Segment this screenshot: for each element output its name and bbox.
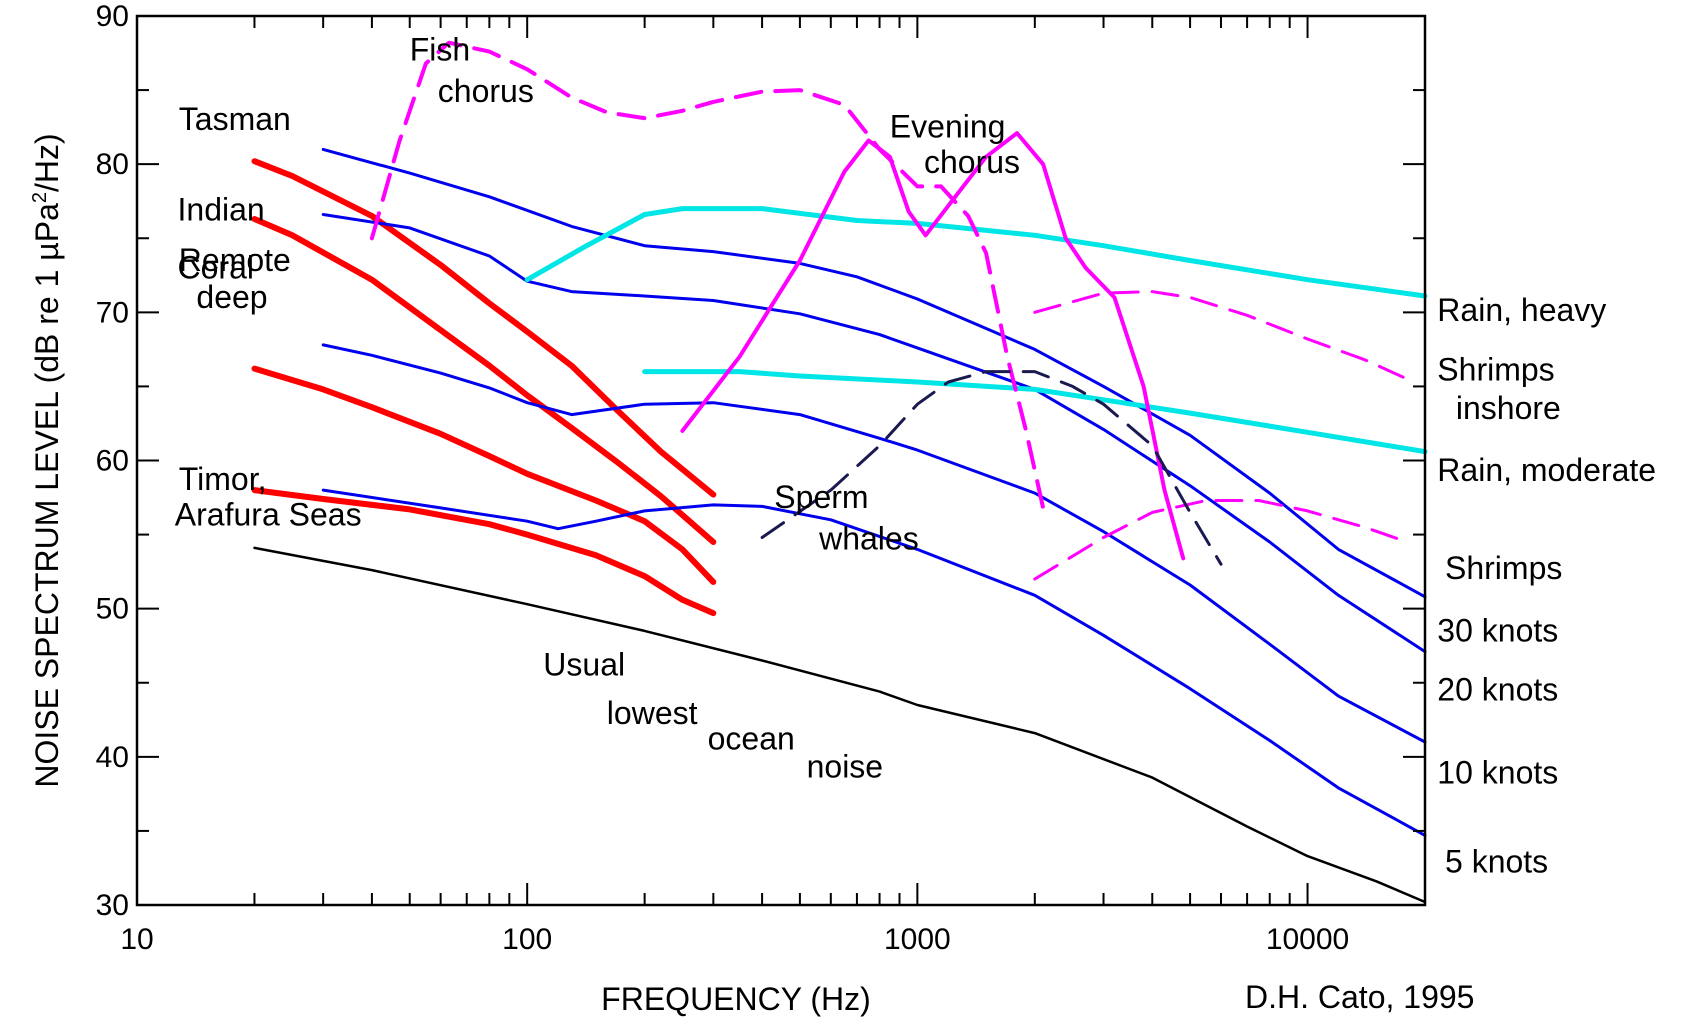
y-tick-label: 50 xyxy=(96,593,129,626)
curve-label: chorus xyxy=(438,73,534,109)
curve-label: Fish xyxy=(410,32,470,68)
curve-fish-chorus xyxy=(369,40,1046,510)
y-axis-title-part: NOISE SPECTRUM LEVEL (dB re 1 xyxy=(29,261,65,788)
curve-usual-lowest xyxy=(253,546,1427,904)
x-tick-label: 100 xyxy=(502,923,552,956)
x-tick-label: 10 xyxy=(120,923,153,956)
curve-label: Sperm xyxy=(774,479,868,515)
curve-label: Coral xyxy=(178,249,254,285)
curve-label: 30 knots xyxy=(1437,612,1558,648)
curve-label: chorus xyxy=(924,144,1020,180)
curve-label: Rain, heavy xyxy=(1437,292,1606,328)
curve-tasman xyxy=(251,158,717,498)
curve-label: deep xyxy=(196,279,267,315)
curve-label: lowest xyxy=(607,695,698,731)
y-tick-label: 70 xyxy=(96,296,129,329)
curve-label: Evening xyxy=(890,109,1006,145)
curve-evening-chorus xyxy=(680,131,1186,561)
curve-rain-moderate xyxy=(642,369,1428,455)
curves-layer xyxy=(251,40,1428,904)
curve-label: Timor, xyxy=(179,461,267,497)
curve-timor xyxy=(251,487,717,617)
y-axis-title: NOISE SPECTRUM LEVEL (dB re 1 µPa2/Hz) xyxy=(29,133,65,787)
x-tick-label: 1000 xyxy=(884,923,951,956)
curve-label: 10 knots xyxy=(1437,755,1558,791)
curve-label: Usual xyxy=(543,646,625,682)
curve-label: 5 knots xyxy=(1445,843,1548,879)
y-tick-label: 60 xyxy=(96,445,129,478)
y-tick-label: 30 xyxy=(96,889,129,922)
curve-shrimps xyxy=(1033,499,1409,581)
x-axis-title: FREQUENCY (Hz) xyxy=(601,981,871,1017)
curve-label: whales xyxy=(818,520,919,556)
x-tick-label: 10000 xyxy=(1266,923,1349,956)
curve-label: ocean xyxy=(708,720,795,756)
y-tick-label: 80 xyxy=(96,148,129,181)
curve-label: Arafura Seas xyxy=(175,497,362,533)
y-axis-title-suffix: /Hz) xyxy=(29,133,65,192)
curve-indian xyxy=(251,216,717,545)
curve-shrimps-inshore xyxy=(1033,290,1409,381)
curve-wind-10 xyxy=(321,343,1427,744)
chart-credit: D.H. Cato, 1995 xyxy=(1245,979,1474,1015)
curve-label: Rain, moderate xyxy=(1437,452,1656,488)
axis-ticks: 10 100 1000 10000 30 40 50 60 70 80 90 xyxy=(96,0,1426,956)
curve-label: Shrimps xyxy=(1437,352,1554,388)
curve-label: inshore xyxy=(1456,390,1561,426)
curve-label: Shrimps xyxy=(1445,550,1562,586)
curve-label: Indian xyxy=(178,192,265,228)
curve-rain-heavy xyxy=(524,206,1428,299)
curve-label: noise xyxy=(807,749,884,785)
y-tick-label: 90 xyxy=(96,0,129,33)
y-axis-title-mu: µ xyxy=(29,242,65,260)
curve-label: 20 knots xyxy=(1437,672,1558,708)
plot-frame xyxy=(135,14,1427,907)
curve-wind-30 xyxy=(321,147,1427,599)
y-axis-title-pa: Pa xyxy=(29,203,65,242)
y-axis-title-superscript: 2 xyxy=(29,192,51,203)
curve-wind-20 xyxy=(321,213,1427,654)
y-tick-label: 40 xyxy=(96,741,129,774)
curve-sperm-whales xyxy=(760,370,1223,566)
curve-label: Tasman xyxy=(179,101,291,137)
curve-remote-deep xyxy=(251,365,717,585)
curve-label: Remote xyxy=(179,242,291,278)
